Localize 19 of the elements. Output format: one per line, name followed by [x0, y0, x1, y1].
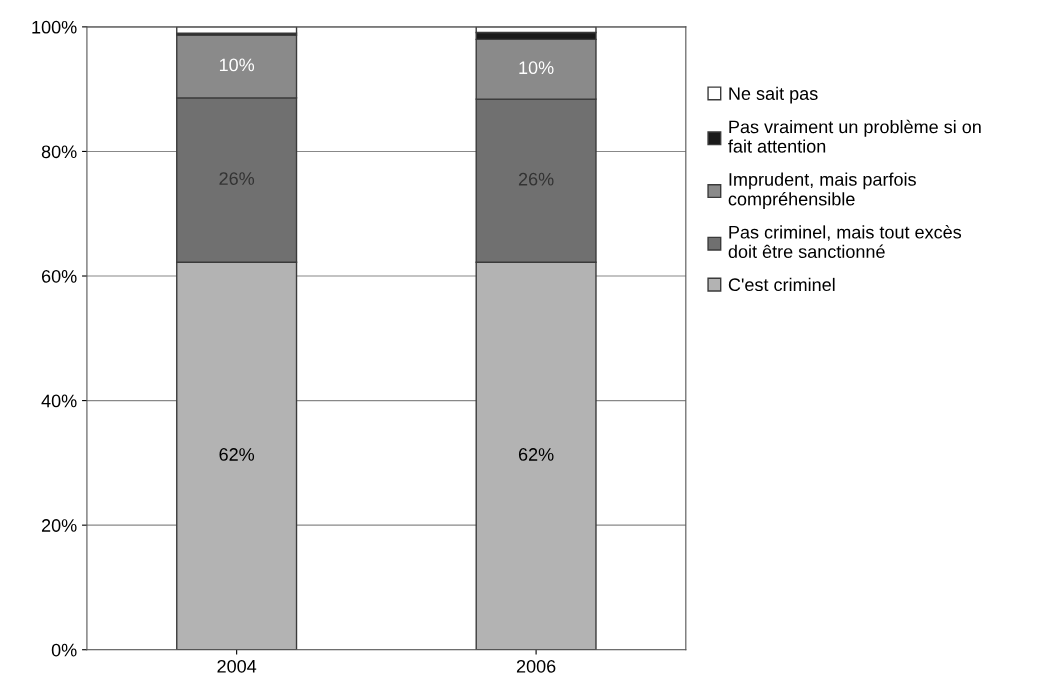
legend-label: Pas criminel, mais tout excès doit être sanctionné — [728, 225, 962, 259]
y-tick-label: 100% — [32, 20, 77, 34]
legend-label: Imprudent, mais parfois compréhensible — [728, 172, 916, 210]
y-tick-label: 0% — [51, 643, 77, 657]
y-tick-label: 40% — [41, 394, 77, 408]
y-tick-label: 20% — [41, 519, 77, 532]
legend-label: Pas vraiment un problème si on fait attention — [728, 119, 981, 153]
legend-label: C'est criminel — [728, 277, 835, 292]
x-tick-label: 2006 — [516, 659, 556, 673]
data-label: 10% — [519, 61, 554, 75]
data-label: 62% — [518, 448, 554, 461]
x-tick-label: 2004 — [217, 659, 257, 673]
data-label: 62% — [219, 448, 255, 461]
y-tick-label: 80% — [41, 145, 77, 159]
y-tick-label: 60% — [41, 269, 77, 283]
data-label: 10% — [219, 58, 255, 72]
data-label: 26% — [219, 172, 255, 185]
legend-label: Ne sait pas — [729, 86, 818, 104]
data-label: 26% — [518, 172, 554, 186]
